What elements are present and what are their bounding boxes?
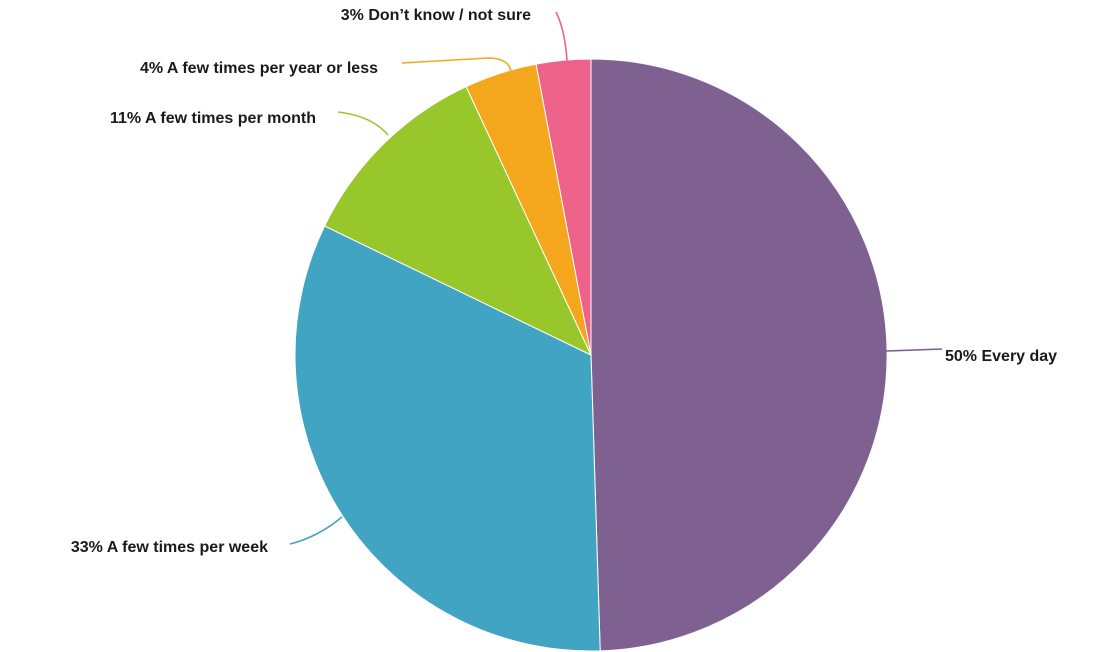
leader-few-times-per-month: [337, 111, 389, 136]
slice-dont-know: [535, 58, 592, 356]
leader-few-times-per-week: [289, 516, 343, 545]
leader-every-day: [885, 348, 943, 352]
leader-few-times-per-year: [401, 57, 512, 72]
slice-few-times-per-week: [294, 225, 601, 652]
slice-labels: 50% Every day 33% A few times per week 1…: [71, 7, 1057, 556]
leader-lines: [289, 11, 943, 545]
leader-dont-know: [555, 11, 568, 62]
slice-label-few-times-per-year: 4% A few times per year or less: [140, 60, 378, 77]
slice-few-times-per-month: [323, 85, 593, 357]
slice-label-few-times-per-week: 33% A few times per week: [71, 539, 268, 556]
slice-every-day: [590, 58, 888, 652]
slice-label-every-day: 50% Every day: [945, 348, 1057, 365]
pie-slices: [294, 58, 888, 652]
slice-label-few-times-per-month: 11% A few times per month: [110, 110, 316, 127]
slice-label-dont-know: 3% Don’t know / not sure: [341, 7, 531, 24]
